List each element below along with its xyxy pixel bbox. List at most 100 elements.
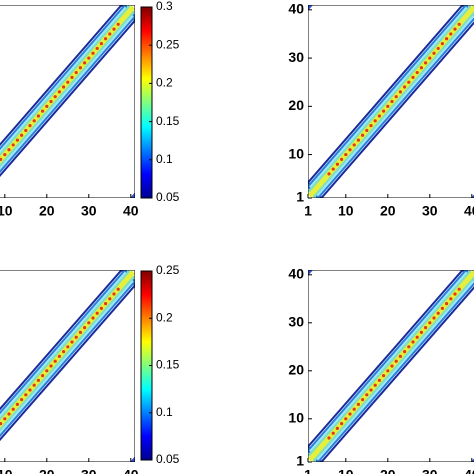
contour-peak <box>377 114 381 118</box>
contour-peak <box>104 37 108 41</box>
contour-peak <box>78 66 82 70</box>
contour-peak <box>11 407 15 411</box>
contour-peak <box>41 109 45 113</box>
contour-peak <box>335 162 339 166</box>
x-tick-label: 40 <box>464 467 474 474</box>
y-tick-label: 30 <box>288 314 304 330</box>
y-tick-label: 30 <box>288 49 304 65</box>
contour-peak <box>449 297 453 301</box>
contour-peak <box>112 292 116 296</box>
contour-peak <box>7 148 11 152</box>
contour-peak <box>377 378 381 382</box>
y-tick-label: 40 <box>288 1 304 17</box>
contour-peak <box>403 85 407 89</box>
contour-peak <box>356 402 360 406</box>
contour-peak <box>436 46 440 51</box>
contour-peak <box>99 42 103 46</box>
contour-corner <box>129 192 135 198</box>
contour-peak <box>53 359 57 363</box>
contour-peak <box>45 369 49 373</box>
x-tick-label: 20 <box>39 467 55 474</box>
contour-peak <box>449 32 453 36</box>
colorbar-tick-label: 0.05 <box>156 452 180 466</box>
contour-peak <box>398 90 402 94</box>
contour-peak <box>352 407 356 411</box>
colorbar-tick-label: 0.3 <box>156 0 173 13</box>
contour-peak <box>365 393 369 397</box>
contour-peak <box>419 66 423 70</box>
plot-area <box>308 270 474 462</box>
x-tick-label: 30 <box>81 467 97 474</box>
contour-peak <box>83 326 87 330</box>
contour-peak <box>0 157 3 161</box>
contour-peak <box>95 311 99 315</box>
x-tick-label: 10 <box>0 203 13 219</box>
contour-peak <box>116 22 120 26</box>
contour-peak <box>340 157 344 161</box>
contour-peak <box>74 70 78 75</box>
x-tick-label: 20 <box>39 203 55 219</box>
contour-peak <box>45 104 49 108</box>
y-tick-label: 10 <box>288 410 304 426</box>
colorbar-tick-label: 0.1 <box>156 405 173 419</box>
colorbar <box>140 6 153 199</box>
contour-peak <box>453 292 457 296</box>
contour-peak <box>424 61 428 65</box>
contour-peak <box>99 306 103 310</box>
contour-peak <box>15 138 19 142</box>
y-tick-label: 40 <box>288 266 304 282</box>
contour-peak <box>104 302 108 306</box>
contour-peak <box>344 152 348 157</box>
contour-peak <box>87 56 91 60</box>
contour-peak <box>428 321 432 325</box>
contour-peak <box>411 340 415 344</box>
contour-peak <box>327 172 331 176</box>
colorbar-tick-label: 0.15 <box>156 358 180 372</box>
x-tick-label: 1 <box>304 203 312 219</box>
x-tick-label: 10 <box>0 467 13 474</box>
contour-peak <box>57 354 62 358</box>
x-tick-label: 40 <box>123 467 139 474</box>
contour-peak <box>457 287 461 291</box>
contour-peak <box>53 95 57 99</box>
contour-peak <box>32 383 36 387</box>
contour-peak <box>390 99 394 104</box>
contour-peak <box>453 27 457 31</box>
colorbar-tick-label: 0.2 <box>156 76 173 90</box>
contour-corner <box>308 5 314 11</box>
plot-area <box>308 5 474 198</box>
contour-peak <box>382 374 386 378</box>
contour-peak <box>411 75 415 79</box>
contour-peak <box>361 133 365 137</box>
contour-peak <box>24 393 28 397</box>
contour-peak <box>440 42 444 46</box>
contour-peak <box>436 311 440 315</box>
y-tick-label: 10 <box>288 145 304 161</box>
contour-peak <box>457 22 461 26</box>
contour-peak <box>373 119 377 123</box>
plot-area <box>0 270 135 462</box>
contour-peak <box>390 364 394 368</box>
contour-peak <box>3 417 7 421</box>
contour-peak <box>24 128 28 133</box>
contour-peak <box>78 330 82 334</box>
contour-peak <box>36 114 41 118</box>
contour-peak <box>445 37 449 41</box>
colorbar-tick-label: 0.15 <box>156 114 180 128</box>
plot-area <box>0 5 135 198</box>
contour-peak <box>415 70 419 75</box>
contour-peak <box>394 95 398 99</box>
contour-peak <box>331 167 335 171</box>
colorbar-tick-label: 0.05 <box>156 190 180 204</box>
y-tick-label: 20 <box>288 362 304 378</box>
x-tick-label: 30 <box>422 203 438 219</box>
contour-peak <box>91 51 95 55</box>
contour-peak <box>403 350 407 354</box>
x-tick-label: 30 <box>422 467 438 474</box>
contour-peak <box>41 374 45 378</box>
colorbar-tick-label: 0.25 <box>156 263 180 277</box>
colorbar-tick-label: 0.25 <box>156 37 180 51</box>
contour-peak <box>108 32 112 36</box>
contour-peak <box>382 109 386 113</box>
